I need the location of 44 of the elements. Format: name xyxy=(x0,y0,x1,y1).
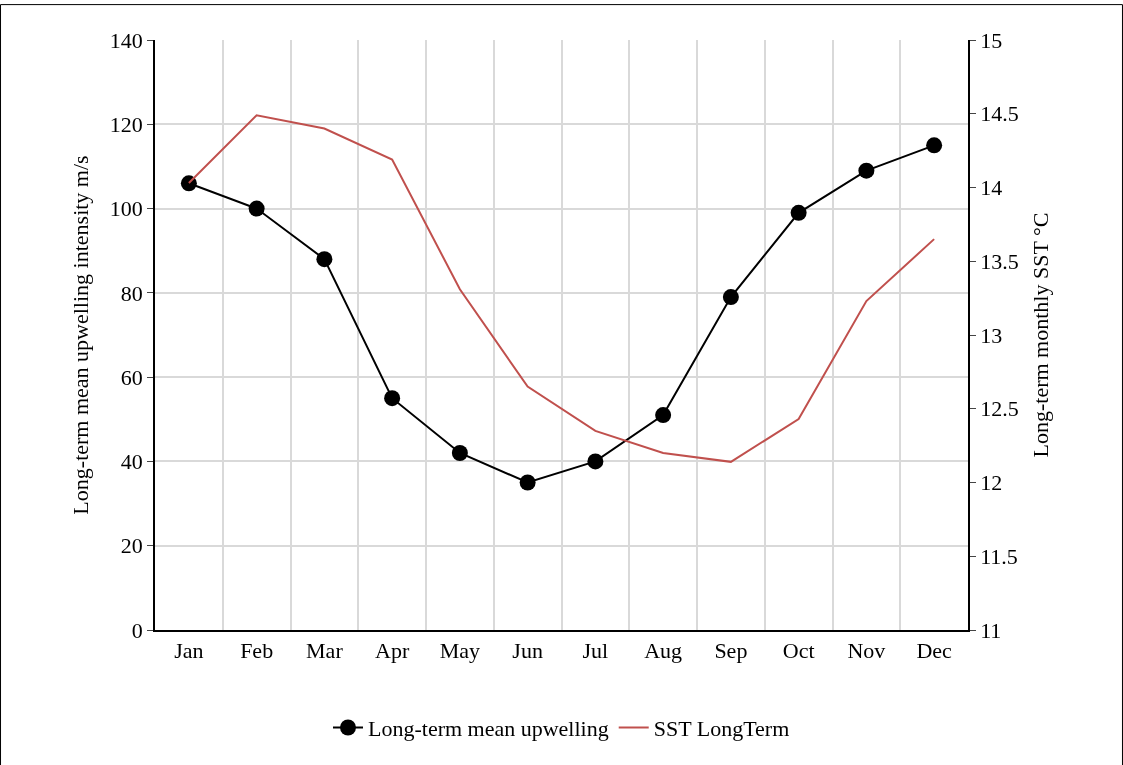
x-tick-label: Jun xyxy=(512,638,543,664)
point xyxy=(722,289,739,306)
point xyxy=(655,407,672,424)
y-axis-title: Long-term mean upwelling intensity m/s xyxy=(68,155,94,515)
y-tick-label: 40 xyxy=(120,449,143,475)
x-tick-label: Dec xyxy=(916,638,953,664)
y2-tick-label: 13 xyxy=(980,322,1003,348)
legend-label: Long-term mean upwelling xyxy=(368,716,609,742)
x-tick-label: Mar xyxy=(306,638,344,664)
y-tick-label: 20 xyxy=(120,533,143,559)
y-tick-label: 0 xyxy=(131,617,143,643)
point xyxy=(790,204,807,221)
y2-tick-label: 11.5 xyxy=(980,543,1018,569)
x-tick-label: Jan xyxy=(174,638,204,664)
y2-tick-label: 12 xyxy=(980,470,1003,496)
point xyxy=(316,251,333,268)
x-tick-label: Apr xyxy=(375,638,410,664)
y2-axis-title: Long-term monthly SST °C xyxy=(1028,212,1054,458)
y-tick-label: 120 xyxy=(109,111,143,137)
legend-label: SST LongTerm xyxy=(653,716,790,742)
x-tick-label: May xyxy=(439,638,481,664)
y2-tick-label: 13.5 xyxy=(980,248,1019,274)
x-tick-label: Jul xyxy=(582,638,609,664)
x-tick-label: Aug xyxy=(644,638,683,664)
point xyxy=(519,474,536,491)
y-tick-label: 140 xyxy=(109,27,143,53)
x-tick-label: Sep xyxy=(714,638,748,664)
y-tick-label: 100 xyxy=(109,196,143,222)
y2-tick-label: 15 xyxy=(980,27,1003,53)
y-tick-label: 60 xyxy=(120,364,143,390)
y2-tick-label: 12.5 xyxy=(980,396,1019,422)
point xyxy=(451,445,468,461)
point xyxy=(926,137,943,154)
x-tick-label: Nov xyxy=(847,638,886,664)
y-tick-label: 80 xyxy=(120,280,143,306)
x-tick-label: Feb xyxy=(240,638,274,664)
point xyxy=(587,453,604,470)
x-tick-label: Oct xyxy=(782,638,815,664)
y2-tick-label: 14.5 xyxy=(980,101,1019,127)
point xyxy=(858,162,875,179)
point xyxy=(384,390,401,407)
y2-tick-label: 11 xyxy=(980,617,1002,643)
y2-tick-label: 14 xyxy=(980,175,1003,201)
point xyxy=(248,200,265,217)
